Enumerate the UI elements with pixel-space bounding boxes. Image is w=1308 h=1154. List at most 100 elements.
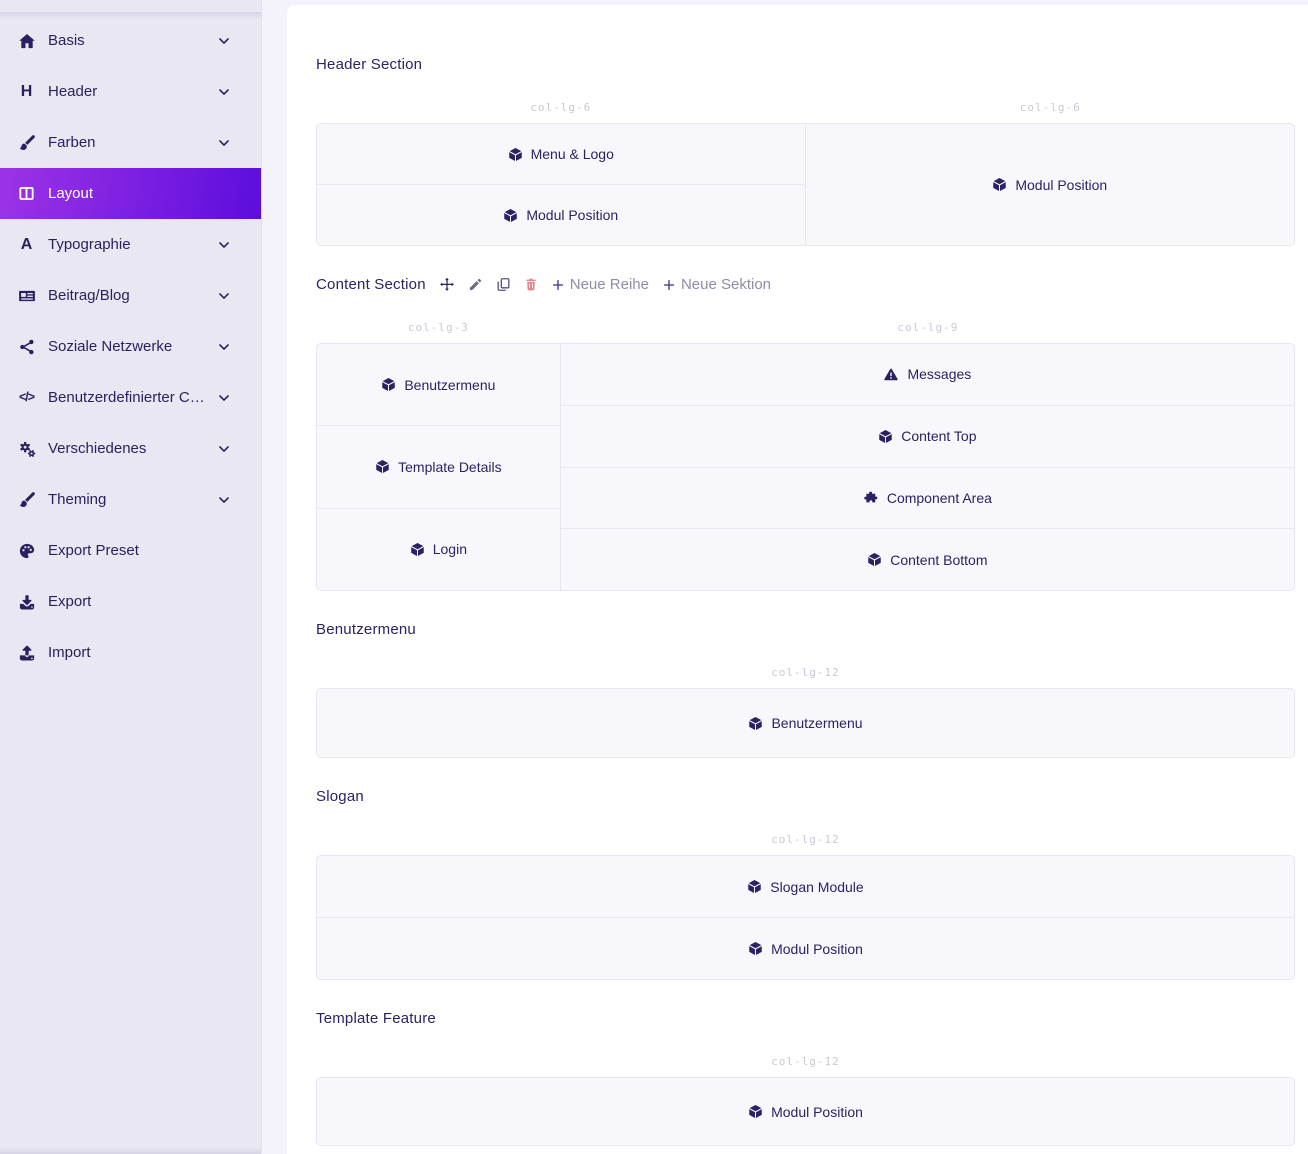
sidebar-item-export-preset[interactable]: Export Preset	[0, 525, 261, 576]
gears-icon	[15, 440, 38, 458]
sidebar-item-beitrag-blog[interactable]: Beitrag/Blog	[0, 270, 261, 321]
column-box: Modul Position	[805, 123, 1295, 246]
trash-icon	[524, 277, 538, 292]
module-block[interactable]: Modul Position	[317, 1078, 1294, 1145]
module-label: Component Area	[886, 489, 992, 506]
pencil-icon	[468, 277, 483, 292]
grid-column: col-lg-12 Slogan Module Modul Position	[316, 833, 1295, 980]
module-block[interactable]: Slogan Module	[317, 856, 1294, 918]
module-block[interactable]: Benutzermenu	[317, 689, 1294, 757]
duplicate-section-button[interactable]	[496, 277, 511, 292]
section-grid: col-lg-12 Slogan Module Modul Position	[316, 833, 1295, 980]
module-label: Benutzermenu	[404, 376, 496, 393]
sidebar-item-label: Theming	[48, 491, 107, 508]
paintbrush-icon	[15, 134, 38, 152]
column-box: Messages Content Top Component Area Content…	[560, 343, 1295, 591]
section-grid: col-lg-6 Menu & Logo Modul Position col-lg-…	[316, 101, 1295, 246]
brush-icon	[15, 491, 38, 509]
section-header: Slogan	[316, 786, 1295, 807]
module-block[interactable]: Modul Position	[806, 124, 1295, 245]
module-block[interactable]: Messages	[560, 344, 1294, 406]
sidebar-item-layout[interactable]: Layout	[0, 168, 261, 219]
module-block[interactable]: Menu & Logo	[317, 124, 805, 185]
plus-icon	[551, 278, 565, 292]
layout-section-slogan: Slogan col-lg-12 Slogan Module Modul Positi…	[316, 786, 1295, 980]
cube-icon	[878, 429, 893, 444]
add-section-button[interactable]: Neue Sektion	[662, 276, 771, 293]
column-size-label: col-lg-12	[771, 666, 840, 679]
section-title: Content Section	[316, 276, 426, 293]
font-icon: A	[20, 235, 33, 253]
sidebar-nav: Basis H Header Farben Layout A Typographie Beit…	[0, 0, 261, 678]
sidebar-item-header[interactable]: H Header	[0, 66, 261, 117]
chevron-down-icon	[212, 238, 235, 252]
layout-section-header-section: Header Section col-lg-6 Menu & Logo Modul P…	[316, 54, 1295, 246]
code-icon: </>	[18, 390, 35, 405]
action-label: Neue Sektion	[680, 276, 772, 293]
cube-icon	[747, 879, 762, 894]
module-block[interactable]: Component Area	[560, 468, 1294, 530]
section-header: Content Section Neue Reihe Neue Sektion	[316, 274, 1295, 295]
column-size-label: col-lg-6	[1019, 101, 1081, 114]
sidebar-item-label: Benutzerdefinierter Code	[48, 389, 212, 406]
module-label: Content Bottom	[890, 551, 988, 568]
column-size-label: col-lg-9	[897, 321, 959, 334]
section-title: Benutzermenu	[316, 621, 416, 638]
sidebar-item-label: Verschiedenes	[48, 440, 147, 457]
module-block[interactable]: Benutzermenu	[317, 344, 560, 427]
module-block[interactable]: Content Bottom	[561, 529, 1294, 590]
newspaper-icon	[15, 287, 38, 305]
module-label: Modul Position	[771, 940, 863, 957]
module-label: Modul Position	[1015, 176, 1108, 193]
cube-icon	[508, 147, 523, 162]
module-label: Modul Position	[771, 1103, 863, 1120]
sidebar-item-theming[interactable]: Theming	[0, 474, 261, 525]
columns-icon	[15, 185, 38, 202]
cube-icon	[867, 552, 882, 567]
sidebar-item-soziale-netzwerke[interactable]: Soziale Netzwerke	[0, 321, 261, 372]
edit-section-button[interactable]	[468, 277, 483, 292]
chevron-down-icon	[212, 289, 235, 303]
warning-icon	[883, 367, 899, 382]
module-block[interactable]: Template Details	[317, 426, 560, 509]
sidebar-item-label: Beitrag/Blog	[48, 287, 130, 304]
sidebar-item-import[interactable]: Import	[0, 627, 261, 678]
grid-column: col-lg-12 Modul Position	[316, 1055, 1295, 1146]
cube-icon	[748, 1104, 763, 1119]
module-block[interactable]: Content Top	[560, 406, 1294, 468]
module-block[interactable]: Login	[317, 509, 560, 590]
sidebar-item-label: Typographie	[48, 236, 131, 253]
sidebar-item-label: Layout	[48, 185, 94, 202]
upload-icon	[15, 644, 38, 662]
sidebar-item-label: Farben	[48, 134, 96, 151]
column-size-label: col-lg-12	[771, 1055, 840, 1068]
add-row-button[interactable]: Neue Reihe	[551, 276, 649, 293]
section-title: Slogan	[316, 788, 364, 805]
sidebar-item-basis[interactable]: Basis	[0, 15, 261, 66]
plus-icon	[662, 278, 676, 292]
cube-icon	[375, 459, 390, 474]
section-grid: col-lg-3 Benutzermenu Template Details Logi…	[316, 321, 1295, 591]
layout-section-benutzermenu: Benutzermenu col-lg-12 Benutzermenu	[316, 619, 1295, 758]
module-block[interactable]: Modul Position	[317, 185, 805, 245]
sidebar-item-typographie[interactable]: A Typographie	[0, 219, 261, 270]
section-title: Template Feature	[316, 1010, 436, 1027]
sidebar-item-export[interactable]: Export	[0, 576, 261, 627]
chevron-down-icon	[212, 442, 235, 456]
column-size-label: col-lg-12	[771, 833, 840, 846]
move-section-handle[interactable]	[439, 277, 455, 293]
section-header: Template Feature	[316, 1008, 1295, 1029]
sidebar-item-label: Basis	[48, 32, 85, 49]
sidebar-item-benutzerdefinierter-code[interactable]: </> Benutzerdefinierter Code	[0, 372, 261, 423]
delete-section-button[interactable]	[524, 277, 538, 292]
module-label: Benutzermenu	[771, 715, 863, 731]
sidebar-item-label: Export	[48, 593, 92, 610]
chevron-down-icon	[212, 85, 235, 99]
heading-icon: H	[20, 82, 33, 100]
chevron-down-icon	[212, 136, 235, 150]
sidebar-item-label: Header	[48, 83, 98, 100]
sidebar-item-farben[interactable]: Farben	[0, 117, 261, 168]
module-block[interactable]: Modul Position	[317, 918, 1294, 979]
cube-icon	[992, 177, 1007, 192]
sidebar-item-verschiedenes[interactable]: Verschiedenes	[0, 423, 261, 474]
